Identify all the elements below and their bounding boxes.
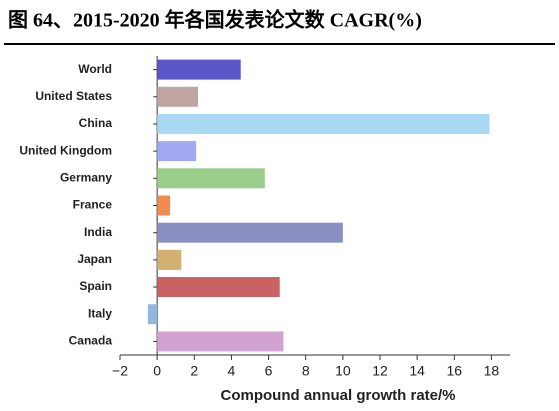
bar: [157, 141, 197, 162]
y-tick-label: Canada: [69, 334, 113, 348]
x-axis-label: Compound annual growth rate/%: [221, 387, 456, 404]
bar: [147, 304, 158, 325]
y-tick-label: Spain: [79, 279, 112, 293]
y-tick-label: Germany: [60, 170, 112, 184]
x-tick-label: 4: [228, 363, 236, 379]
bar: [157, 113, 490, 134]
x-tick-label: 2: [190, 363, 198, 379]
y-tick-label: France: [73, 198, 113, 212]
x-tick-label: 16: [446, 363, 462, 379]
y-tick-label: India: [84, 225, 112, 239]
x-tick-label: −2: [112, 363, 128, 379]
x-tick-label: 12: [372, 363, 388, 379]
y-tick-label: World: [78, 62, 112, 76]
x-tick-label: 0: [153, 363, 161, 379]
y-tick-label: China: [79, 116, 113, 130]
x-tick-label: 10: [335, 363, 351, 379]
bar: [157, 168, 265, 189]
x-tick-label: 6: [265, 363, 273, 379]
y-tick-label: Japan: [77, 252, 112, 266]
bar: [157, 59, 241, 80]
x-tick-label: 14: [409, 363, 425, 379]
chart-title: 图 64、2015-2020 年各国发表论文数 CAGR(%): [8, 8, 422, 32]
bar: [157, 331, 284, 352]
x-tick-label: 8: [302, 363, 310, 379]
y-tick-label: United States: [35, 89, 112, 103]
bar: [157, 249, 182, 270]
y-tick-label: Italy: [88, 306, 112, 320]
bar: [157, 222, 343, 243]
y-tick-label: United Kingdom: [19, 143, 112, 157]
x-tick-label: 18: [484, 363, 500, 379]
bar: [157, 195, 171, 216]
bar: [157, 277, 280, 298]
bar: [157, 86, 198, 107]
